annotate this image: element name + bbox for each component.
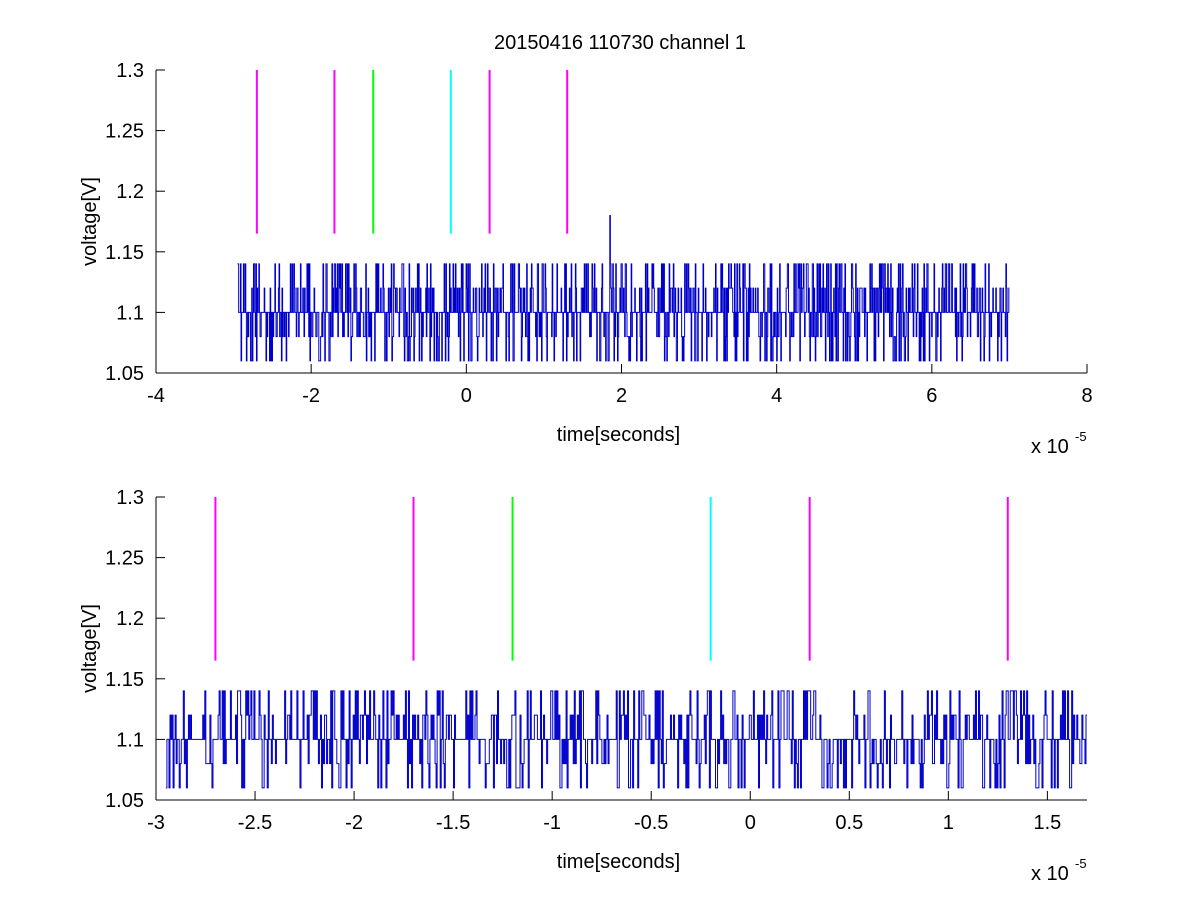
x-axis-label: time[seconds] <box>557 851 680 873</box>
x-tick-label: -1.5 <box>436 812 470 834</box>
x-tick-label: 0.5 <box>835 812 863 834</box>
x-exponent: -5 <box>1075 429 1087 444</box>
x-tick-label: 4 <box>771 385 782 407</box>
figure-title: 20150416 110730 channel 1 <box>494 32 746 54</box>
x-tick-label: -3 <box>147 812 165 834</box>
y-tick-label: 1.3 <box>116 487 144 509</box>
x-tick-label: 1.5 <box>1033 812 1061 834</box>
voltage-signal-line <box>165 690 1087 789</box>
x-tick-label: 2 <box>616 385 627 407</box>
x-exponent: -5 <box>1075 856 1087 871</box>
x-exponent-base: x 10 <box>1031 863 1069 885</box>
y-tick-label: 1.2 <box>116 608 144 630</box>
x-axis-label: time[seconds] <box>557 424 680 446</box>
y-tick-label: 1.1 <box>116 729 144 751</box>
x-tick-label: -0.5 <box>634 812 668 834</box>
y-tick-label: 1.05 <box>105 790 144 812</box>
y-tick-label: 1.05 <box>105 363 144 385</box>
x-tick-label: 1 <box>943 812 954 834</box>
x-tick-label: -4 <box>147 385 165 407</box>
x-exponent-base: x 10 <box>1031 436 1069 458</box>
top-plot: -4 -2 0 2 4 6 8 1.05 1.1 1.15 1.2 1.25 1.3 time[secon… <box>79 60 1093 458</box>
y-tick-label: 1.2 <box>116 181 144 203</box>
y-tick-label: 1.1 <box>116 302 144 324</box>
bottom-plot: -3 -2.5 -2 -1.5 -1 -0.5 0 0.5 1 1.5 1.05 1.1 1.15 1.2… <box>79 487 1087 885</box>
x-tick-label: -2 <box>345 812 363 834</box>
x-tick-label: 0 <box>745 812 756 834</box>
y-tick-label: 1.15 <box>105 242 144 264</box>
x-tick-label: 6 <box>926 385 937 407</box>
y-axis-label: voltage[V] <box>79 604 101 693</box>
y-tick-label: 1.3 <box>116 60 144 82</box>
x-tick-label: -2 <box>302 385 320 407</box>
x-tick-label: -2.5 <box>238 812 272 834</box>
y-axis-label: voltage[V] <box>79 177 101 266</box>
y-tick-label: 1.25 <box>105 548 144 570</box>
x-tick-label: 8 <box>1081 385 1092 407</box>
x-tick-label: -1 <box>543 812 561 834</box>
x-tick-label: 0 <box>461 385 472 407</box>
y-tick-label: 1.15 <box>105 669 144 691</box>
y-tick-label: 1.25 <box>105 121 144 143</box>
voltage-signal-line <box>237 214 1010 362</box>
